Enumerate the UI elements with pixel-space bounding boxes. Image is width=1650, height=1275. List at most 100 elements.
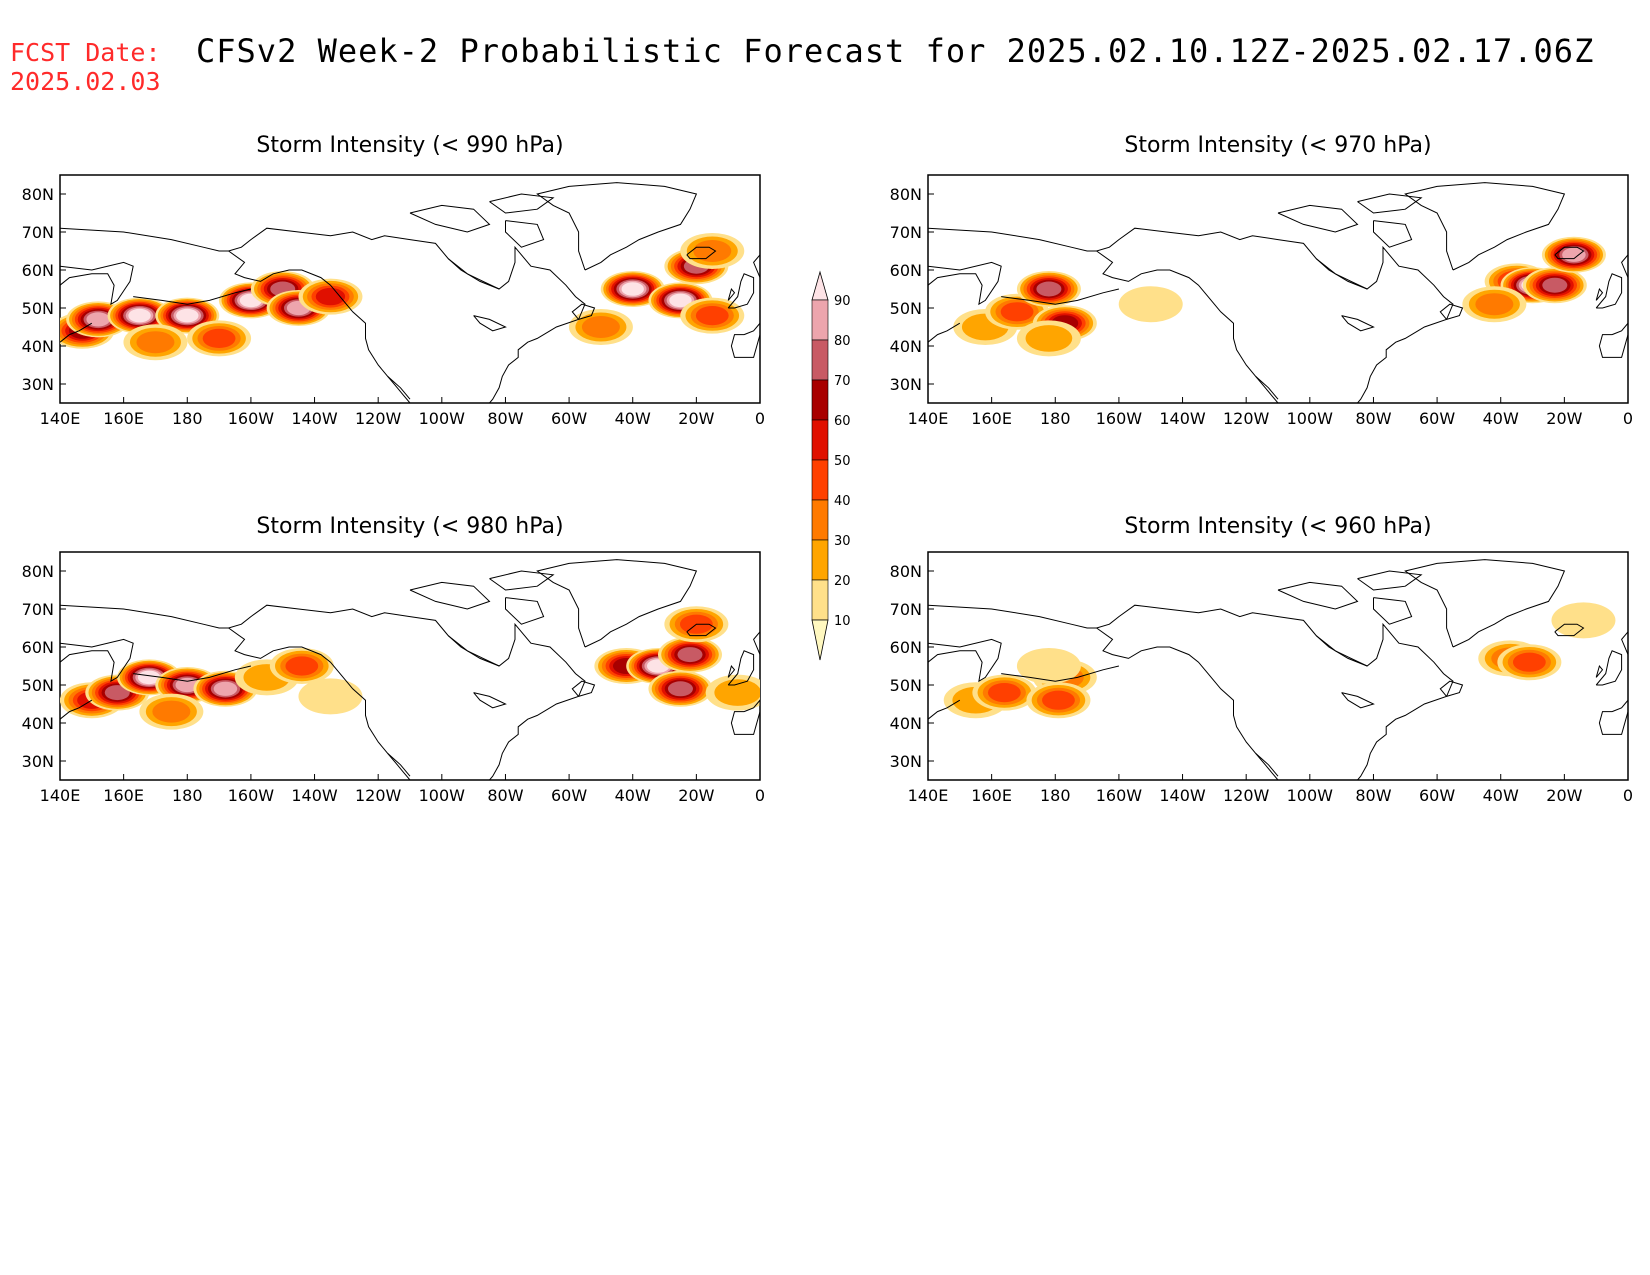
lon-tick-label: 160E [971,409,1012,428]
colorbar-segment [811,579,829,621]
probability-cell [621,282,644,296]
lon-tick-label: 160W [228,409,275,428]
lon-tick-label: 40W [615,409,651,428]
probability-cell [695,306,729,326]
lon-tick-label: 40W [1483,786,1519,805]
colorbar-segment [811,299,829,341]
coastline-path [1404,559,1566,648]
lon-tick-label: 60W [551,409,587,428]
coastline-path [1598,322,1628,358]
probability-cell [1542,277,1568,293]
forecast-date-label: FCST Date: [10,38,161,67]
coastline-path [1341,692,1375,709]
coastline-path [473,315,507,332]
colorbar-legend: 90 80 70 60 50 40 30 20 10 [811,270,851,661]
lat-tick-label: 30N [22,752,54,771]
colorbar-segment [811,539,829,581]
forecast-date-block: FCST Date: 2025.02.03 [10,38,161,96]
coastline-path [928,322,961,343]
lon-tick-label: 160E [103,786,144,805]
coastline-path [1439,680,1464,697]
lat-tick-label: 50N [890,299,922,318]
page-title: CFSv2 Week-2 Probabilistic Forecast for … [196,32,1595,70]
lat-tick-label: 40N [890,714,922,733]
lon-tick-label: 120W [355,409,402,428]
coastlines [928,182,1628,403]
colorbar-tick-label: 80 [834,334,851,349]
probability-cell [136,331,175,354]
lon-tick-label: 100W [1287,409,1334,428]
probability-cell [1016,648,1081,684]
panel-title-970: Storm Intensity (< 970 hPa) [1124,133,1432,158]
lon-tick-label: 180 [172,409,203,428]
coastline-path [536,182,698,271]
probability-cell [213,681,238,696]
panel-title-960: Storm Intensity (< 960 hPa) [1124,514,1432,539]
coastline-path [1357,193,1423,214]
probability-cell [176,308,199,323]
probability-cell [1000,302,1034,322]
lon-tick-label: 120W [1223,786,1270,805]
coastline-path [133,288,252,305]
coastline-path [409,581,491,610]
lon-tick-label: 60W [1419,786,1455,805]
lon-tick-label: 100W [419,409,466,428]
map-panel-970: 140E 160E 180 160W 140W 120W 100W 80W 60W 40W 20W 0… [890,174,1633,428]
coastline-path [60,261,134,306]
coastline-path [730,322,760,358]
coastline-path [686,623,717,637]
coastline-path [753,254,760,278]
lat-tick-label: 50N [890,676,922,695]
lon-tick-label: 100W [1287,786,1334,805]
coastline-path [1595,650,1623,686]
probability-field [943,602,1616,719]
lon-tick-label: 80W [1355,786,1391,805]
colorbar-tick-label: 10 [834,614,851,629]
colorbar-tick-label: 60 [834,414,851,429]
lat-tick-label: 50N [22,299,54,318]
probability-cell [1036,281,1062,297]
coastline-path [505,220,545,248]
lon-tick-label: 60W [1419,409,1455,428]
forecast-date-value: 2025.02.03 [10,67,161,96]
lat-tick-label: 70N [22,600,54,619]
lon-tick-label: 120W [1223,409,1270,428]
colorbar-segment [811,379,829,421]
probability-cell [1475,293,1514,316]
lon-tick-label: 40W [1483,409,1519,428]
lon-tick-label: 60W [551,786,587,805]
lat-tick-label: 40N [890,337,922,356]
lon-tick-label: 140E [908,786,949,805]
coastline-path [473,692,507,709]
coastline-path [1001,665,1120,682]
lon-tick-label: 0 [1623,786,1633,805]
lat-tick-label: 60N [890,638,922,657]
coastline-path [571,303,596,320]
probability-cell [104,685,130,701]
coastlines [60,182,760,403]
coastline-path [505,597,545,625]
lat-tick-label: 30N [890,752,922,771]
lat-tick-label: 80N [890,562,922,581]
lat-tick-label: 60N [22,261,54,280]
coastline-path [571,680,596,697]
coastlines [60,559,760,780]
coastline-path [1595,664,1604,678]
colorbar-tick-label: 70 [834,374,851,389]
probability-cell [1118,286,1183,323]
probability-cell [152,700,191,723]
lon-tick-label: 100W [419,786,466,805]
colorbar-bottom-cap [811,619,829,661]
colorbar-top-cap [811,270,829,301]
coastline-path [1595,287,1604,301]
probability-field [953,236,1606,357]
lon-tick-label: 20W [1546,409,1582,428]
lon-tick-label: 20W [1546,786,1582,805]
probability-cell [581,316,620,338]
coastline-path [1277,581,1359,610]
coastline-path [1621,631,1628,655]
lon-tick-label: 180 [1040,409,1071,428]
coastline-path [60,699,93,720]
coastline-path [387,753,411,777]
coastline-path [928,227,1454,403]
